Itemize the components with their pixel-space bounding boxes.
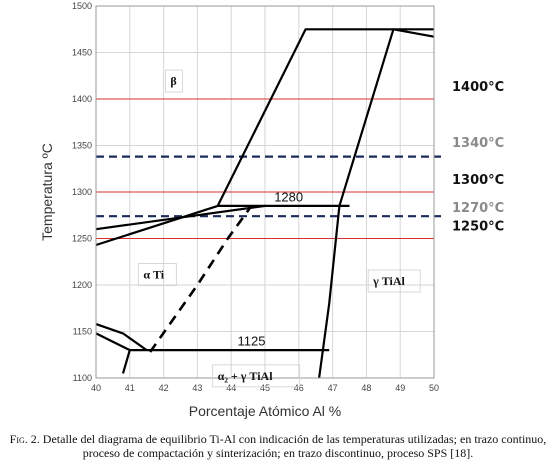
y-axis-label: Temperatura ºC xyxy=(39,143,55,241)
phase-region-box xyxy=(212,364,301,388)
x-tick-label: 47 xyxy=(328,383,338,393)
phase-region-text: α Ti xyxy=(143,267,164,281)
figure-caption: Fig. 2. Detalle del diagrama de equilibr… xyxy=(4,432,552,460)
tick-labels: 40 41 42 43 44 45 46 47 48 49 50 1100 1150 1200 1250 13… xyxy=(72,1,439,393)
isotherm-label: 1400°C xyxy=(452,80,504,95)
phase-boundary-peritectic-gamma xyxy=(338,28,395,207)
x-tick-label: 44 xyxy=(226,383,236,393)
phase-region-box xyxy=(367,269,421,293)
x-tick-label: 48 xyxy=(361,383,371,393)
caption-text: Detalle del diagrama de equilibrio Ti-Al… xyxy=(42,432,547,460)
phase-boundary-beta-alpha-1 xyxy=(95,204,219,247)
phase-boundary-alpha-alpha2-transus xyxy=(149,205,253,353)
phase-region-label: β xyxy=(164,69,183,93)
y-tick-label: 1250 xyxy=(72,234,92,244)
y-tick-label: 1150 xyxy=(73,327,92,337)
phase-boundary-gamma-boundary xyxy=(318,205,341,379)
y-tick-label: 1350 xyxy=(72,141,92,151)
y-tick-label: 1300 xyxy=(72,187,92,197)
phase-diagram-chart: 40 41 42 43 44 45 46 47 48 49 50 1100 1150 1200 1250 13… xyxy=(39,1,504,419)
y-tick-label: 1200 xyxy=(72,280,92,290)
phase-boundary-alpha2-left-2 xyxy=(95,323,148,351)
phase-boundary-alpha2-left-1 xyxy=(95,332,131,352)
phase-region-label: γ TiAl xyxy=(367,269,421,293)
annotations: 1400°C 1340°C 1300°C 1270°C 1250°C 1280 1125 β α… xyxy=(137,69,504,388)
phase-region-text: α₂ + γ TiAl xyxy=(218,369,274,383)
isotherm-label: 1270°C xyxy=(452,201,504,216)
plot-frame xyxy=(95,5,435,379)
isotherm-value-label: 1125 xyxy=(237,333,265,348)
phase-region-box xyxy=(164,69,183,93)
y-tick-label: 1500 xyxy=(72,1,92,11)
phase-boundaries xyxy=(95,28,435,379)
x-tick-label: 50 xyxy=(429,383,439,393)
phase-region-label: α₂ + γ TiAl xyxy=(212,364,301,388)
phase-region-label: α Ti xyxy=(137,263,177,286)
phase-boundary-beta-alpha-2 xyxy=(95,204,266,231)
x-tick-label: 49 xyxy=(395,383,405,393)
phase-boundary-liquidus-left xyxy=(216,28,435,207)
x-axis-label: Porcentaje Atómico Al % xyxy=(189,403,342,419)
isotherm-label: 1340°C xyxy=(452,136,504,151)
isotherms xyxy=(96,98,441,239)
isotherm-label: 1250°C xyxy=(452,220,504,235)
phase-region-box xyxy=(137,263,177,286)
x-tick-label: 46 xyxy=(294,383,304,393)
phase-region-text: γ TiAl xyxy=(372,274,405,288)
x-tick-label: 45 xyxy=(260,383,270,393)
x-tick-label: 40 xyxy=(91,383,101,393)
x-tick-label: 41 xyxy=(125,383,135,393)
y-tick-label: 1450 xyxy=(72,48,92,58)
y-tick-label: 1400 xyxy=(72,94,92,104)
isotherm-value-label: 1280 xyxy=(274,189,303,204)
figure-label: Fig. 2. xyxy=(9,432,40,446)
phase-region-text: β xyxy=(170,74,176,88)
x-tick-label: 42 xyxy=(159,383,169,393)
plot-area-border xyxy=(95,5,435,379)
x-tick-label: 43 xyxy=(192,383,202,393)
y-tick-label: 1100 xyxy=(73,373,92,383)
phase-boundary-alpha2-left-3 xyxy=(121,349,131,374)
isotherm-label: 1300°C xyxy=(452,173,504,188)
